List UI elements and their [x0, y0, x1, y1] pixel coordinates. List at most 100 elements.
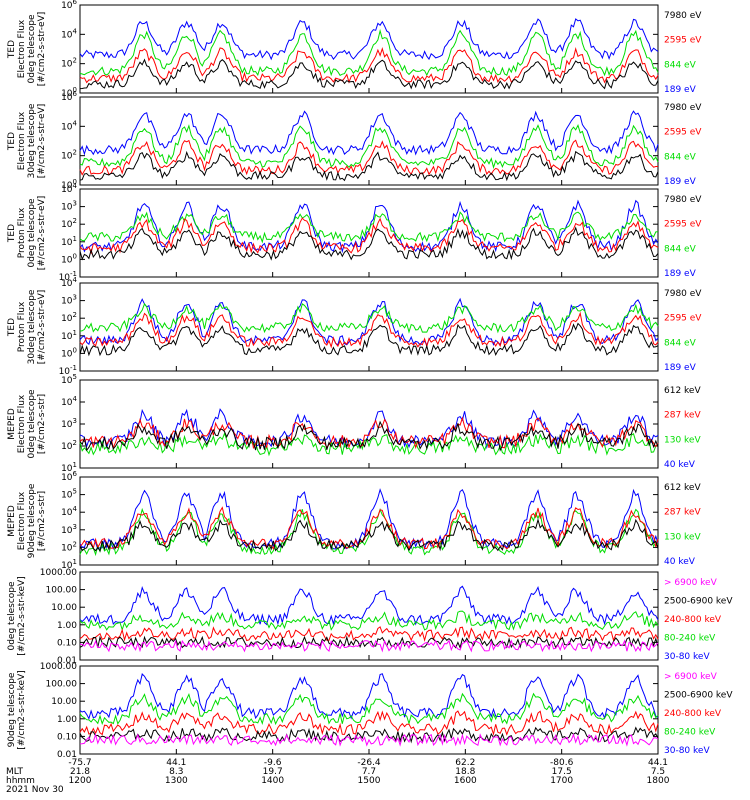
legend-entry: 130 keV — [664, 435, 701, 445]
y-tick-label: 102 — [61, 540, 77, 553]
legend-entry: 30-80 keV — [664, 652, 710, 662]
x-tick-label: 1600 — [454, 776, 477, 786]
series-line — [79, 211, 659, 244]
x-tick-label: 8.3 — [169, 767, 183, 777]
legend-entry: 189 eV — [664, 177, 697, 187]
legend-entry: 2500-6900 keV — [664, 597, 733, 607]
x-tick-label: 44.1 — [166, 758, 186, 768]
legend-entry: 612 keV — [664, 483, 701, 493]
series-line — [79, 199, 659, 254]
y-axis-label: TEDElectron Flux30deg telescope[#/cm2-s-… — [7, 103, 47, 178]
x-tick-label: 62.2 — [455, 758, 475, 768]
x-tick-label: 1500 — [358, 776, 381, 786]
x-tick-label: -75.7 — [68, 758, 91, 768]
y-tick-label: 10.00 — [51, 603, 77, 613]
y-axis-label: TEDProton Flux30deg telescope[#/cm2-s-st… — [7, 289, 47, 364]
x-row-label: hhmm — [6, 776, 35, 786]
y-tick-label: 103 — [61, 523, 77, 536]
panel-frame — [79, 96, 659, 186]
y-tick-label: 101 — [61, 235, 77, 248]
y-tick-label: 1.00 — [57, 621, 77, 631]
y-tick-label: 104 — [61, 395, 77, 408]
x-tick-label: 21.8 — [70, 767, 90, 777]
x-tick-label: 44.1 — [648, 758, 668, 768]
legend-entry: 2500-6900 keV — [664, 691, 733, 701]
series-line — [79, 626, 659, 642]
y-tick-label: 102 — [61, 311, 77, 324]
x-tick-label: -26.4 — [357, 758, 381, 768]
legend-entry: 7980 eV — [664, 195, 702, 205]
y-tick-label: 10.00 — [51, 697, 77, 707]
x-tick-label: 1700 — [550, 776, 573, 786]
y-axis-label: MEPEDElectron Flux0deg telescope[#/cm2-s… — [7, 389, 47, 459]
y-tick-label: 100.00 — [46, 680, 78, 690]
series-line — [79, 110, 659, 156]
legend-entry: 40 keV — [664, 460, 696, 470]
legend-entry: 40 keV — [664, 557, 696, 567]
y-tick-label: 100.00 — [46, 586, 78, 596]
y-axis-label: 0deg telescope[#/cm2-s-str-keV] — [7, 576, 27, 655]
y-tick-label: 1000.00 — [40, 568, 77, 578]
series-line — [79, 217, 659, 255]
x-tick-label: 7.7 — [362, 767, 376, 777]
y-tick-label: 102 — [61, 57, 77, 70]
legend-entry: 7980 eV — [664, 11, 702, 21]
legend-entry: 287 keV — [664, 411, 701, 421]
series-line — [79, 710, 659, 737]
y-tick-label: 104 — [61, 27, 77, 40]
legend-entry: 2595 eV — [664, 220, 702, 230]
y-tick-label: 100 — [61, 346, 77, 359]
x-row-label: MLT — [6, 767, 24, 777]
series-line — [79, 226, 659, 261]
date-label: 2021 Nov 30 — [6, 785, 64, 795]
series-line — [79, 732, 659, 747]
legend-entry: 240-800 keV — [664, 615, 722, 625]
series-line — [79, 432, 659, 457]
x-tick-label: -9.6 — [264, 758, 282, 768]
y-tick-label: 1.00 — [57, 715, 77, 725]
series-line — [79, 673, 659, 720]
legend-entry: 844 eV — [664, 60, 697, 70]
legend-entry: 844 eV — [664, 152, 697, 162]
legend-entry: 80-240 keV — [664, 634, 716, 644]
y-axis-label: MEPEDElectron Flux90deg telescope[#/cm2-… — [7, 483, 47, 558]
y-tick-label: 101 — [61, 329, 77, 342]
legend-entry: 7980 eV — [664, 289, 702, 299]
series-line — [79, 408, 659, 450]
x-tick-label: 7.5 — [651, 767, 665, 777]
series-line — [79, 610, 659, 632]
series-line — [79, 692, 659, 726]
series-line — [79, 322, 659, 357]
legend-entry: 7980 eV — [664, 103, 702, 113]
x-tick-label: 1800 — [647, 776, 670, 786]
series-line — [79, 18, 659, 61]
series-line — [79, 139, 658, 176]
legend-entry: 287 keV — [664, 508, 701, 518]
panel-8: 0.01 0.10 1.00 10.00 100.00 1000.00 90deg tele… — [7, 662, 733, 760]
series-line — [79, 726, 659, 744]
y-tick-label: 103 — [61, 294, 77, 307]
legend-entry: 2595 eV — [664, 128, 702, 138]
series-line — [79, 506, 659, 551]
y-tick-label: 105 — [61, 488, 77, 501]
y-tick-label: 102 — [61, 217, 77, 230]
legend-entry: 30-80 keV — [664, 746, 710, 756]
legend-entry: > 6900 keV — [664, 578, 718, 588]
legend-entry: 844 eV — [664, 338, 697, 348]
y-tick-label: 104 — [61, 119, 77, 132]
legend-entry: > 6900 keV — [664, 672, 718, 682]
legend-entry: 189 eV — [664, 269, 697, 279]
series-line — [79, 639, 659, 653]
x-tick-label: -80.6 — [550, 758, 574, 768]
time-axis: -75.721.8120044.18.31300-9.619.71400-26.… — [6, 88, 670, 795]
y-axis-label: TEDProton Flux0deg telescope[#/cm2-s-str… — [7, 196, 47, 271]
x-tick-label: 19.7 — [263, 767, 283, 777]
legend-entry: 2595 eV — [664, 36, 702, 46]
legend-entry: 612 keV — [664, 386, 701, 396]
series-line — [79, 302, 659, 334]
